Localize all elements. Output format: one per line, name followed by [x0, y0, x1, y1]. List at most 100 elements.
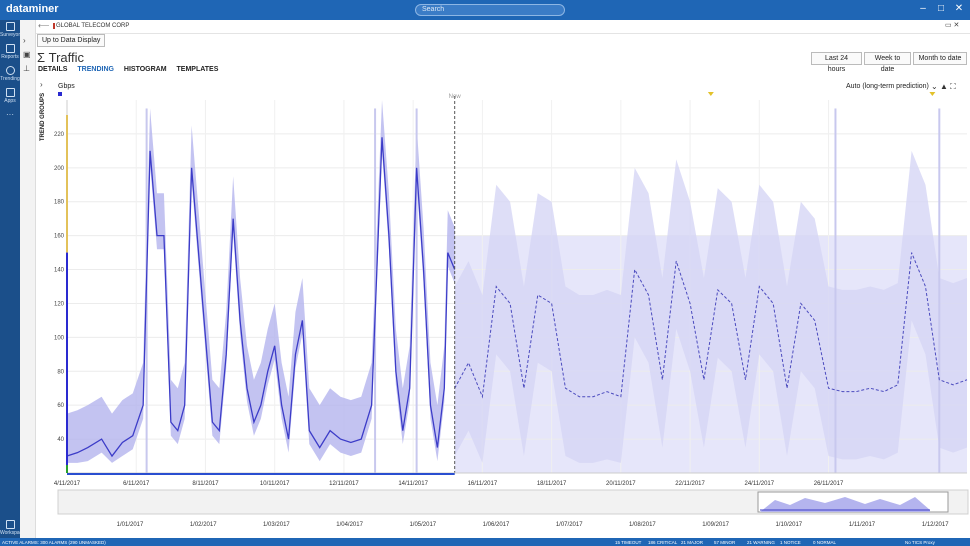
- spike-bar: [374, 108, 377, 474]
- reports-icon: [5, 44, 15, 53]
- series-line-traffic: [66, 137, 456, 458]
- tab-templates[interactable]: TEMPLATES: [176, 66, 219, 73]
- overview-tick-label: 1/07/2017: [556, 522, 583, 528]
- nav-label: Workspace: [0, 530, 25, 536]
- x-tick-label: 24/11/2017: [745, 481, 775, 487]
- nav-label: Trending: [0, 76, 20, 82]
- status-strip-blue: [66, 252, 68, 465]
- flag-icon: [53, 23, 55, 29]
- series-band-prediction: [454, 150, 967, 463]
- overview-tick-label: 1/04/2017: [336, 522, 363, 528]
- status-bar: [0, 538, 970, 546]
- status-count: 0 NORMAL: [813, 540, 837, 545]
- series-band-traffic: [67, 100, 455, 463]
- close-icon[interactable]: ✕: [954, 3, 964, 14]
- x-tick-label: 4/11/2017: [54, 481, 81, 487]
- x-tick-label: 14/11/2017: [398, 481, 428, 487]
- y-tick-label: 80: [57, 369, 64, 375]
- timeline-strip: [67, 473, 455, 475]
- overview-tick-label: 1/05/2017: [409, 522, 436, 528]
- overview-tick-label: 1/01/2017: [117, 522, 144, 528]
- overview-tick-label: 1/11/2017: [849, 522, 876, 528]
- card-window-controls[interactable]: ▭ ✕: [945, 22, 960, 29]
- month-to-date-button[interactable]: Month to date: [913, 52, 967, 65]
- overview-tick-label: 1/12/2017: [922, 522, 949, 528]
- app-brand: dataminer: [6, 3, 59, 15]
- trending-icon: [5, 66, 15, 75]
- spike-bar: [938, 108, 941, 474]
- nav-label: Surveyor: [0, 32, 21, 38]
- x-tick-label: 16/11/2017: [468, 481, 498, 487]
- nav-label: Apps: [4, 98, 16, 104]
- card-strip: › ▣ ⊥: [20, 20, 36, 538]
- x-tick-label: 6/11/2017: [123, 481, 150, 487]
- overview-tick-label: 1/06/2017: [483, 522, 510, 528]
- expand-icon[interactable]: ›: [23, 36, 26, 45]
- y-tick-label: 180: [54, 200, 65, 206]
- up-to-data-display-button[interactable]: Up to Data Display: [37, 34, 106, 47]
- week-to-date-button[interactable]: Week to date: [864, 52, 911, 73]
- status-strip-green: [66, 465, 68, 473]
- pin-icon[interactable]: ⊥: [23, 64, 30, 73]
- tab-details[interactable]: DETAILS: [38, 66, 68, 73]
- nav-reports[interactable]: Reports: [0, 44, 20, 60]
- unit-label: Gbps: [58, 83, 75, 90]
- prediction-select[interactable]: Auto (long-term prediction): [846, 83, 929, 90]
- back-icon[interactable]: ⟵: [38, 21, 50, 30]
- status-proxy: No TICS Proxy: [905, 540, 936, 545]
- tab-trending[interactable]: TRENDING: [77, 66, 114, 73]
- more-icon[interactable]: ···: [6, 110, 14, 119]
- y-tick-label: 60: [57, 403, 64, 409]
- maximize-icon[interactable]: □: [937, 3, 945, 14]
- y-tick-label: 120: [54, 301, 65, 307]
- y-tick-label: 220: [54, 132, 65, 138]
- x-tick-label: 8/11/2017: [192, 481, 219, 487]
- status-count: 21 WARNING: [747, 540, 775, 545]
- status-strip-yellow: [66, 115, 68, 253]
- series-legend-swatch: [58, 92, 62, 96]
- spike-bar: [834, 108, 837, 474]
- company-name: GLOBAL TELECOM CORP: [56, 23, 130, 29]
- last-24-hours-button[interactable]: Last 24 hours: [811, 52, 862, 73]
- status-count: 1 NOTICE: [780, 540, 801, 545]
- status-count: 15 TIMEOUT: [615, 540, 642, 545]
- search-input[interactable]: Search: [415, 4, 565, 16]
- annotation-marker-icon: [929, 92, 936, 96]
- y-tick-label: 100: [54, 335, 65, 341]
- nav-surveyor[interactable]: Surveyor: [0, 22, 20, 38]
- nav-workspace[interactable]: Workspace: [0, 520, 25, 536]
- trend-group-expand-icon[interactable]: ›: [40, 80, 43, 89]
- nav-trending[interactable]: Trending: [0, 66, 20, 82]
- overview-series: [760, 497, 930, 512]
- nav-label: Reports: [1, 54, 19, 60]
- page-title: Σ Traffic: [37, 50, 85, 65]
- apps-icon: [5, 88, 15, 97]
- triangle-up-icon[interactable]: ▲: [939, 82, 948, 91]
- now-label: Now: [449, 94, 462, 100]
- card-icon[interactable]: ▣: [23, 50, 31, 59]
- x-tick-label: 20/11/2017: [606, 481, 636, 487]
- overview-tick-label: 1/08/2017: [629, 522, 656, 528]
- spike-bar: [415, 108, 418, 474]
- nav-apps[interactable]: Apps: [0, 88, 20, 104]
- tab-histogram[interactable]: HISTOGRAM: [123, 66, 167, 73]
- y-tick-label: 140: [54, 268, 65, 274]
- overview-tick-label: 1/02/2017: [190, 522, 217, 528]
- overview-tick-label: 1/09/2017: [702, 522, 729, 528]
- title-bar: dataminer Search – □ ✕: [0, 0, 970, 20]
- status-active-alarms: ACTIVE ALARMS: 300 ALARMS (290 UNMASKED): [2, 540, 106, 545]
- status-count: 57 MINOR: [714, 540, 736, 545]
- annotation-marker-icon: [707, 92, 714, 96]
- x-tick-label: 10/11/2017: [260, 481, 290, 487]
- tab-bar: DETAILS TRENDING HISTOGRAM TEMPLATES: [38, 66, 226, 73]
- chevron-down-icon[interactable]: ⌄: [931, 82, 938, 91]
- left-nav: Surveyor Reports Trending Apps ··· Works…: [0, 20, 25, 538]
- x-tick-label: 22/11/2017: [675, 481, 705, 487]
- prediction-controls[interactable]: ⌄ ▲ ⛶: [931, 82, 956, 92]
- card-header: [36, 20, 970, 34]
- expand-icon[interactable]: ⛶: [950, 82, 956, 91]
- series-line-prediction: [454, 252, 968, 399]
- y-tick-label: 160: [54, 234, 65, 240]
- minimize-icon[interactable]: –: [920, 3, 926, 14]
